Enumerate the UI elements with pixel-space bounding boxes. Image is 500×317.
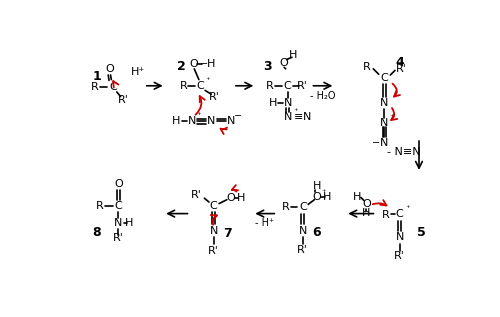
Text: 2: 2 [176, 60, 186, 73]
Text: R': R' [118, 95, 128, 105]
Text: R: R [282, 203, 290, 212]
Text: N: N [284, 98, 292, 108]
Text: H: H [125, 218, 134, 228]
Text: 8: 8 [92, 226, 101, 239]
Text: ≡: ≡ [294, 112, 303, 122]
Text: - H⁺: - H⁺ [255, 218, 274, 228]
Text: 1: 1 [93, 70, 102, 83]
Text: R': R' [298, 81, 308, 91]
Text: R': R' [208, 246, 219, 256]
Text: O: O [362, 198, 370, 209]
Text: N: N [396, 232, 404, 243]
Text: ⁺: ⁺ [322, 188, 326, 197]
Text: 5: 5 [417, 226, 426, 239]
Text: O: O [280, 58, 288, 68]
Text: C: C [109, 82, 117, 92]
Text: N: N [226, 116, 235, 126]
Text: H: H [353, 192, 361, 203]
Text: N: N [114, 218, 122, 228]
Text: 4: 4 [395, 56, 404, 69]
Text: C: C [299, 203, 306, 212]
Text: −: − [234, 111, 241, 121]
Text: R': R' [298, 245, 308, 255]
Text: H: H [290, 50, 298, 60]
Text: R: R [382, 210, 390, 220]
Text: R': R' [396, 64, 406, 74]
Text: R: R [363, 61, 371, 72]
Text: O: O [114, 179, 122, 189]
Text: R': R' [209, 92, 220, 101]
Text: ⁺: ⁺ [405, 204, 409, 213]
Text: N: N [207, 116, 216, 126]
Text: C: C [380, 73, 388, 83]
Text: N: N [380, 118, 388, 128]
Text: ⁺: ⁺ [196, 111, 201, 120]
Text: H: H [324, 192, 332, 202]
Text: - N≡N: - N≡N [386, 147, 420, 157]
Text: - H₂O: - H₂O [310, 91, 336, 101]
Text: 6: 6 [312, 226, 321, 239]
Text: C: C [396, 209, 404, 219]
Text: H: H [269, 98, 278, 108]
Text: N: N [284, 112, 292, 122]
Text: ⁺: ⁺ [390, 113, 394, 122]
Text: O: O [312, 192, 321, 202]
Text: N: N [188, 116, 196, 126]
Text: O: O [106, 64, 114, 74]
Text: R': R' [394, 251, 405, 261]
Text: R: R [96, 201, 104, 211]
Text: C: C [284, 81, 291, 91]
Text: N: N [210, 225, 218, 236]
Text: ⁺: ⁺ [294, 107, 298, 116]
Text: R': R' [191, 190, 202, 200]
Text: H: H [207, 59, 216, 69]
Text: O: O [190, 59, 198, 69]
Text: R: R [266, 81, 274, 91]
Text: ⁺: ⁺ [205, 76, 210, 85]
Text: C: C [210, 201, 218, 211]
Text: N: N [380, 98, 388, 108]
Text: H: H [362, 208, 370, 218]
Text: O: O [226, 193, 235, 203]
Text: H: H [238, 193, 246, 203]
Text: 3: 3 [264, 60, 272, 73]
Text: −: − [200, 59, 208, 69]
Text: −: − [372, 138, 380, 148]
Text: 7: 7 [223, 227, 232, 240]
Text: N: N [298, 225, 307, 236]
Text: C: C [196, 81, 204, 91]
Text: C: C [114, 201, 122, 211]
Text: H: H [172, 116, 180, 126]
Text: N: N [380, 138, 388, 148]
Text: N: N [302, 112, 311, 122]
Text: R: R [180, 81, 188, 91]
Text: H⁺: H⁺ [130, 67, 145, 77]
Text: R: R [90, 82, 98, 92]
Text: R': R' [113, 233, 124, 243]
Text: H: H [312, 181, 321, 191]
